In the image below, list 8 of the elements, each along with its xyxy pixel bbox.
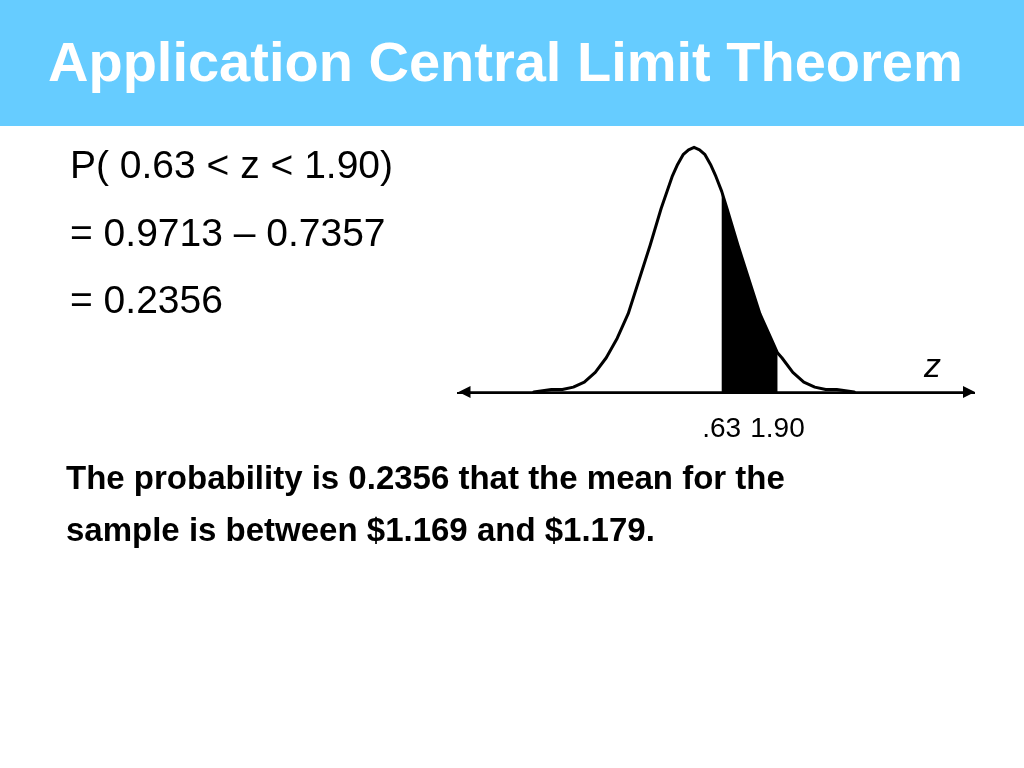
text: The probability is 0.2356 that the mean for the sample is between $1.169 and $1.179. [66, 458, 786, 550]
x-axis-title: z [923, 346, 941, 384]
text: = 0.2356 [70, 277, 223, 323]
chart-title: Application Central Limit Theorem [48, 29, 963, 95]
x-tick-label: 1.90 [750, 412, 805, 444]
text: P( 0.63 < z < 1.90) [70, 142, 394, 188]
x-tick-label: .63 [702, 412, 742, 444]
text: = 0.9713 – 0.7357 [70, 209, 386, 256]
